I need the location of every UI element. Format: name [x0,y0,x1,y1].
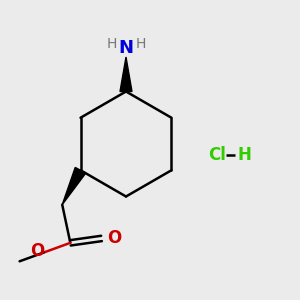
Text: H: H [238,146,252,164]
Text: O: O [30,242,44,260]
Polygon shape [62,167,86,205]
Text: N: N [118,39,134,57]
Text: H: H [135,38,146,51]
Text: Cl: Cl [208,146,226,164]
Polygon shape [120,57,132,92]
Text: O: O [107,229,121,247]
Text: H: H [106,38,117,51]
